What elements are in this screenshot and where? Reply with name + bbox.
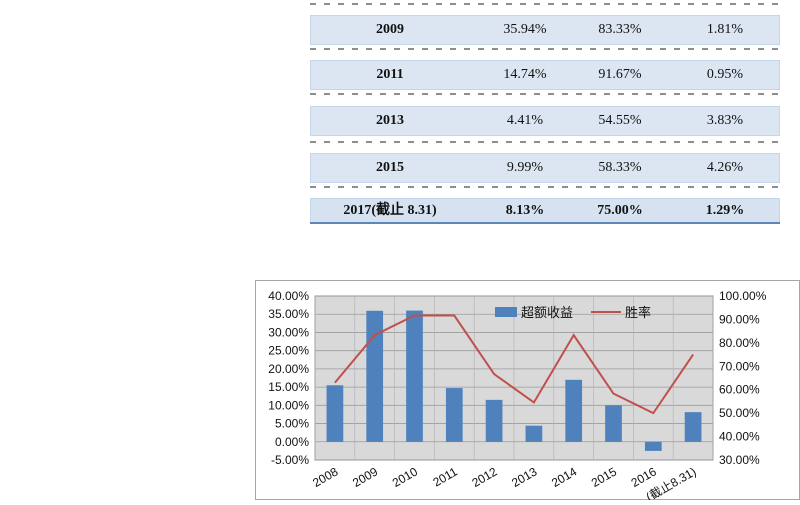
y-left-tick-label: 20.00%: [268, 362, 309, 376]
table-row: 2011 14.74% 91.67% 0.95%: [310, 58, 780, 92]
y-left-tick-label: 30.00%: [268, 325, 309, 339]
y-right-tick-label: 100.00%: [719, 289, 767, 303]
table-cell-year: 2011: [376, 67, 404, 82]
table-cell-year: 2009: [376, 22, 404, 37]
table-cell-win: 75.00%: [597, 203, 643, 218]
bar-2015: [605, 405, 622, 442]
y-left-tick-label: 15.00%: [268, 380, 309, 394]
y-left-tick-label: -5.00%: [271, 453, 309, 467]
table-cell-excess: 14.74%: [503, 67, 547, 82]
table-row-summary: 2017(截止 8.31) 8.13% 75.00% 1.29%: [310, 196, 780, 226]
table-cell-win: 54.55%: [598, 113, 642, 128]
y-left-tick-label: 10.00%: [268, 398, 309, 412]
y-left-tick-label: 40.00%: [268, 289, 309, 303]
table-ghost-row: [310, 0, 780, 8]
table-cell-year: 2015: [376, 160, 404, 175]
legend-swatch-bar: [495, 307, 517, 317]
table-cell-win: 58.33%: [598, 160, 642, 175]
table-ghost-row: [310, 45, 780, 53]
table-ghost-row: [310, 138, 780, 146]
table-cell-win: 91.67%: [598, 67, 642, 82]
table-cell-year: 2013: [376, 113, 404, 128]
table-cell-last: 3.83%: [706, 113, 744, 128]
y-left-tick-label: 5.00%: [275, 417, 309, 431]
bar-2014: [565, 379, 583, 442]
bar-2012: [485, 399, 503, 442]
table-ghost-row: [310, 90, 780, 98]
chart-svg: -5.00% 0.00% 5.00% 10.00% 15.00% 20.00% 25.00%…: [255, 280, 800, 504]
table-cell-excess: 4.41%: [506, 113, 544, 128]
table-cell-last: 1.81%: [706, 22, 744, 37]
table-bottom-border: [310, 222, 780, 224]
y-right-tick-label: 60.00%: [719, 383, 760, 397]
y-right-tick-label: 50.00%: [719, 406, 760, 420]
table-row: 2013 4.41% 54.55% 3.83%: [310, 104, 780, 138]
stats-table: 2009 35.94% 83.33% 1.81% 2011 14.74% 91.…: [310, 0, 780, 226]
y-left-tick-label: 0.00%: [275, 435, 309, 449]
bar-2013: [525, 425, 543, 442]
table-cell-last: 0.95%: [706, 67, 744, 82]
bar-2017(截止8.31): [684, 412, 702, 442]
combo-chart: -5.00% 0.00% 5.00% 10.00% 15.00% 20.00% 25.00%…: [255, 280, 800, 504]
bar-2010: [406, 310, 423, 442]
bar-2011: [445, 388, 463, 442]
table-cell-year: 2017(截止 8.31): [343, 203, 437, 218]
table-cell-last: 1.29%: [705, 203, 745, 218]
table-cell-excess: 35.94%: [503, 22, 547, 37]
y-left-tick-label: 25.00%: [268, 344, 309, 358]
y-right-tick-label: 40.00%: [719, 430, 760, 444]
bar-2016: [644, 441, 662, 451]
bar-2009: [366, 310, 384, 442]
y-right-tick-label: 70.00%: [719, 359, 760, 373]
table-cell-last: 4.26%: [706, 160, 744, 175]
table-cell-excess: 9.99%: [506, 160, 544, 175]
table-cell-excess: 8.13%: [505, 203, 545, 218]
legend-label-excess: 超额收益: [521, 305, 573, 320]
bar-2008: [326, 385, 344, 442]
table-cell-win: 83.33%: [598, 22, 642, 37]
y-right-tick-label: 80.00%: [719, 336, 760, 350]
y-right-tick-label: 90.00%: [719, 312, 760, 326]
chart-title: [258, 258, 520, 276]
table-row: 2009 35.94% 83.33% 1.81%: [310, 13, 780, 47]
y-right-tick-label: 30.00%: [719, 453, 760, 467]
win-rate-line: [334, 314, 694, 415]
table-row: 2015 9.99% 58.33% 4.26%: [310, 151, 780, 185]
y-left-tick-label: 35.00%: [268, 307, 309, 321]
legend-label-winrate: 胜率: [625, 305, 651, 320]
table-ghost-row: [310, 183, 780, 191]
